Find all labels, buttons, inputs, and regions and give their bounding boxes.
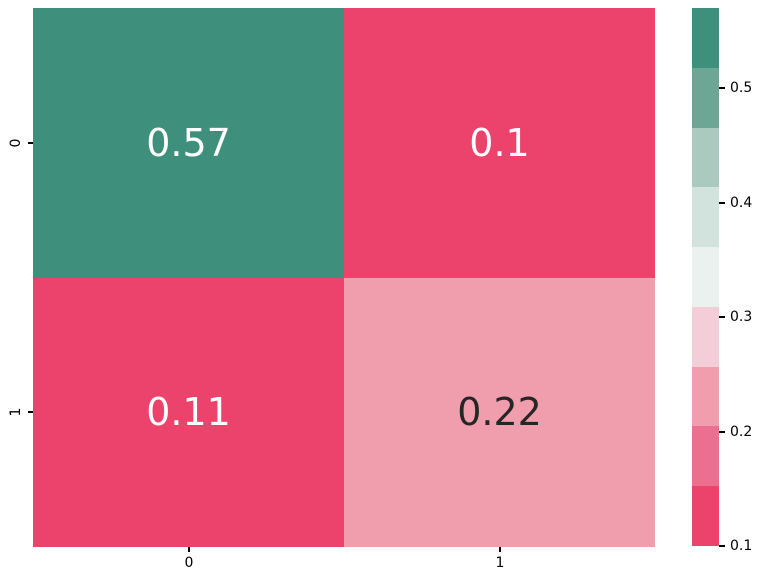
colorbar-tick-mark [719, 201, 725, 204]
x-axis-tick-label-1: 1 [495, 555, 505, 571]
heatmap-cell-r1c1: 0.22 [344, 277, 655, 547]
heatmap-cell-r0c1: 0.1 [344, 8, 655, 278]
cell-annotation: 0.11 [146, 390, 231, 435]
colorbar-segment [692, 426, 719, 487]
cell-annotation: 0.57 [146, 120, 231, 165]
colorbar-tick-mark [719, 430, 725, 433]
colorbar-segment [692, 8, 719, 68]
colorbar-tick-label: 0.3 [730, 309, 753, 326]
x-axis-tick-label-0: 0 [184, 555, 194, 571]
colorbar-segment [692, 366, 719, 427]
colorbar-segment [692, 67, 719, 128]
colorbar-tick-label: 0.2 [730, 423, 753, 440]
colorbar-segment [692, 306, 719, 367]
y-axis-tick-label-0: 0 [8, 138, 24, 148]
heatmap-grid: 0.57 0.1 0.11 0.22 [33, 8, 655, 547]
heatmap-cell-r0c0: 0.57 [33, 8, 344, 278]
colorbar-tick-label: 0.4 [730, 194, 753, 211]
colorbar-segment [692, 187, 719, 248]
colorbar-tick-label: 0.1 [730, 538, 753, 554]
y-tick-mark [28, 142, 33, 144]
x-tick-mark [499, 547, 501, 552]
colorbar-ticks: 0.5 0.4 0.3 0.2 0.1 [719, 8, 761, 554]
y-tick-mark [28, 411, 33, 413]
colorbar-tick-mark [719, 545, 725, 547]
colorbar-segment [692, 247, 719, 307]
colorbar-tick-mark [719, 316, 725, 319]
cell-annotation: 0.1 [469, 120, 530, 165]
cell-annotation: 0.22 [457, 390, 542, 435]
colorbar-tick-label: 0.5 [730, 80, 753, 97]
heatmap-cell-r1c0: 0.11 [33, 277, 344, 547]
colorbar-tick-mark [719, 87, 725, 90]
colorbar [692, 8, 719, 547]
x-tick-mark [188, 547, 190, 552]
y-axis-tick-label-1: 1 [8, 407, 24, 417]
colorbar-segment [692, 127, 719, 188]
colorbar-segment [692, 486, 719, 547]
